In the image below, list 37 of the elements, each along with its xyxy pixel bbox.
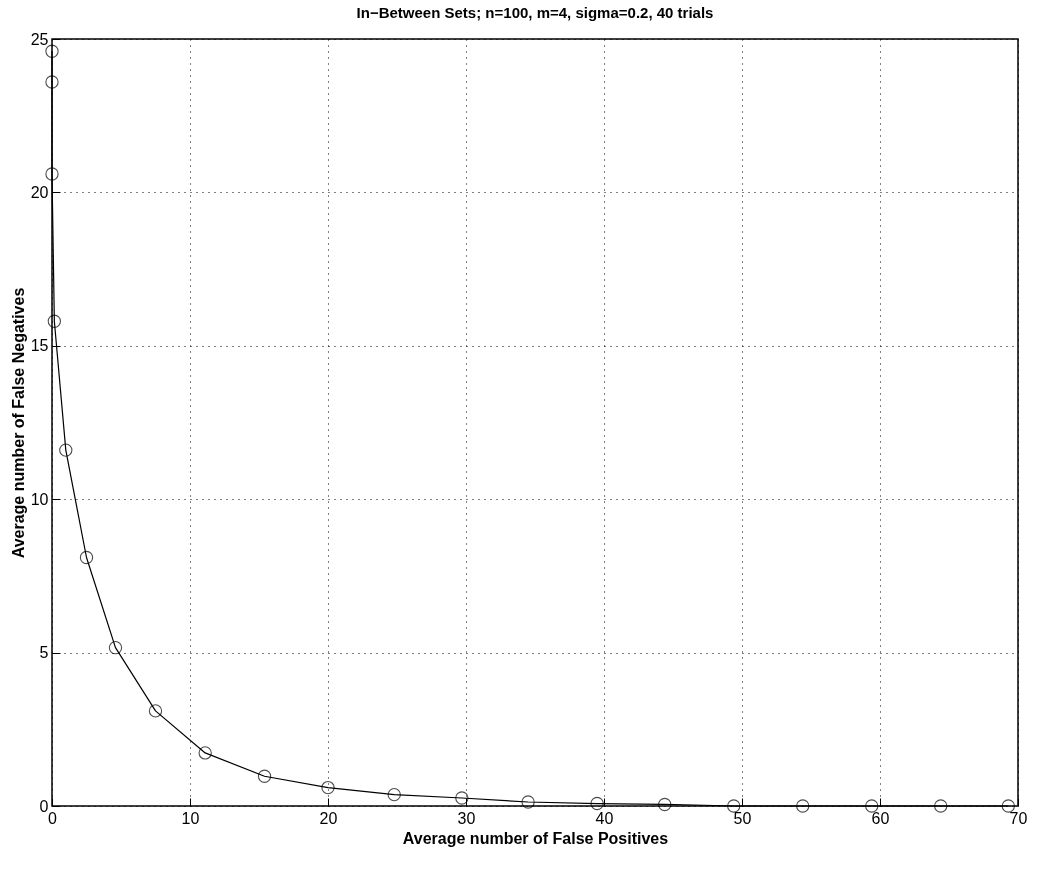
point: [79, 550, 94, 565]
y-axis-title: Average number of False Negatives: [9, 287, 27, 559]
x-tick-label: 70: [1009, 809, 1028, 827]
x-tick-label: 50: [733, 809, 752, 827]
point: [45, 44, 59, 58]
x-tick-label: 40: [595, 809, 614, 827]
point: [455, 791, 469, 805]
point: [1001, 799, 1016, 813]
point: [321, 780, 335, 795]
y-tick-label: 5: [39, 644, 49, 662]
point: [521, 795, 535, 809]
point: [45, 75, 59, 89]
point: [727, 799, 741, 813]
x-tick-label: 60: [871, 809, 890, 827]
point: [45, 167, 59, 181]
point: [934, 799, 948, 813]
point: [148, 704, 163, 718]
x-tick-label: 30: [457, 809, 476, 827]
point: [59, 443, 73, 457]
point: [796, 799, 810, 813]
point: [658, 797, 672, 812]
y-tick-label: 10: [30, 490, 49, 508]
y-tick-label: 15: [30, 337, 49, 355]
chart-title: In−Between Sets; n=100, m=4, sigma=0.2, 40 trials: [356, 4, 714, 21]
y-tick-label: 0: [39, 797, 49, 815]
point: [865, 799, 879, 813]
x-tick-label: 10: [181, 809, 200, 827]
y-tick-label: 20: [30, 183, 49, 201]
point: [198, 746, 212, 760]
x-tick-label: 20: [319, 809, 338, 827]
point: [257, 769, 272, 783]
point: [47, 314, 62, 328]
x-axis-title: Average number of False Positives: [402, 829, 669, 847]
point: [108, 641, 123, 655]
point: [387, 787, 401, 802]
point: [590, 796, 604, 811]
y-tick-label: 25: [30, 30, 49, 48]
